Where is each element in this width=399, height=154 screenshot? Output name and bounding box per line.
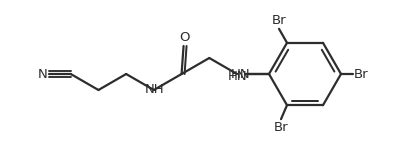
- Text: HN: HN: [228, 69, 248, 83]
- Text: N: N: [38, 67, 48, 81]
- Text: Br: Br: [354, 67, 369, 81]
- Text: HN: HN: [231, 67, 251, 81]
- Text: Br: Br: [272, 14, 286, 27]
- Text: O: O: [179, 31, 190, 44]
- Text: Br: Br: [274, 121, 288, 134]
- Text: NH: NH: [145, 83, 165, 95]
